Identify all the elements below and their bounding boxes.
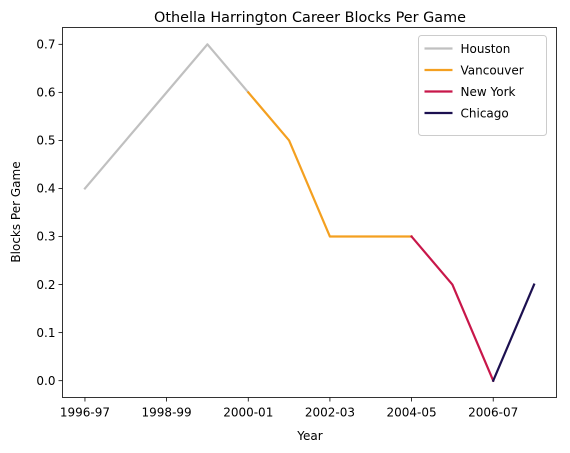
y-axis: 0.0 0.1 0.2 0.3 0.4 0.5 0.6 0.7: [36, 38, 63, 388]
x-tick-label: 1998-99: [142, 406, 192, 420]
legend-label-vancouver: Vancouver: [461, 63, 524, 77]
x-tick-label: 2002-03: [305, 406, 355, 420]
x-tick-label: 2000-01: [223, 406, 273, 420]
legend-label-chicago: Chicago: [461, 106, 509, 120]
x-tick-label: 2006-07: [468, 406, 518, 420]
chart-title: Othella Harrington Career Blocks Per Gam…: [154, 10, 466, 26]
legend-label-new-york: New York: [461, 85, 516, 99]
y-tick-label: 0.5: [36, 134, 55, 148]
series-layer: [83, 43, 536, 383]
y-tick-label: 0.6: [36, 86, 55, 100]
y-tick-label: 0.0: [36, 374, 55, 388]
y-axis-title: Blocks Per Game: [9, 161, 23, 262]
x-axis: 1996-97 1998-99 2000-01 2002-03 2004-05 2006-…: [60, 397, 518, 420]
y-tick-label: 0.7: [36, 38, 55, 52]
y-tick-label: 0.1: [36, 326, 55, 340]
legend-label-houston: Houston: [461, 42, 511, 56]
series-line-vancouver: [246, 90, 413, 238]
x-axis-title: Year: [296, 429, 322, 443]
plot-area: [62, 27, 557, 398]
legend: Houston Vancouver New York Chicago: [418, 35, 547, 136]
y-tick-label: 0.3: [36, 230, 55, 244]
series-line-chicago: [491, 283, 536, 383]
legend-box: [418, 35, 547, 136]
y-tick-label: 0.4: [36, 182, 55, 196]
series-line-houston: [83, 43, 250, 191]
series-line-new-york: [410, 234, 495, 383]
y-tick-label: 0.2: [36, 278, 55, 292]
x-tick-label: 1996-97: [60, 406, 110, 420]
x-tick-label: 2004-05: [386, 406, 436, 420]
